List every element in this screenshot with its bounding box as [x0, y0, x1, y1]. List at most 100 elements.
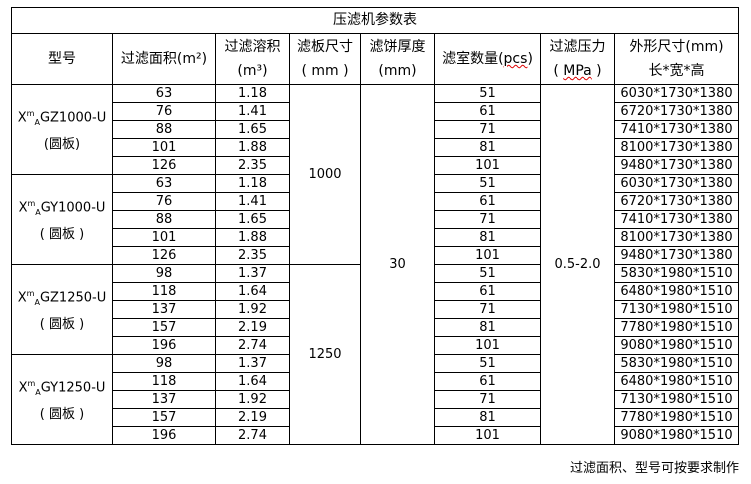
volume-cell: 2.35	[215, 156, 290, 175]
area-cell: 76	[112, 102, 216, 121]
header-pressure: 过滤压力( MPa )	[540, 33, 615, 85]
table-row: 137 1.92 71 7130*1980*1510	[12, 390, 739, 409]
chambers-cell: 101	[434, 336, 541, 355]
header-area: 过滤面积(m²)	[112, 33, 216, 85]
header-row: 型号 过滤面积(m²) 过滤溶积 (m³) 滤板尺寸( mm ) 滤饼厚度 (mm)…	[11, 33, 739, 85]
dimensions-cell: 8100*1730*1380	[614, 138, 739, 157]
volume-cell: 1.65	[215, 120, 290, 139]
volume-cell: 2.74	[215, 336, 290, 355]
header-plate-size: 滤板尺寸( mm )	[289, 33, 361, 85]
area-cell: 196	[112, 426, 216, 445]
chambers-cell: 61	[434, 102, 541, 121]
table-row: 118 1.64 61 6480*1980*1510	[12, 282, 739, 301]
header-cake-thickness: 滤饼厚度 (mm)	[360, 33, 435, 85]
model-cell: XmAGZ1000-U (圆板)	[11, 84, 113, 175]
table-row: 157 2.19 81 7780*1980*1510	[12, 408, 739, 427]
dimensions-cell: 9480*1730*1380	[614, 156, 739, 175]
chambers-cell: 81	[434, 408, 541, 427]
area-cell: 137	[112, 300, 216, 319]
pressure-cell: 0.5-2.0	[540, 84, 615, 445]
header-chambers: 滤室数量(pcs)	[434, 33, 541, 85]
area-cell: 126	[112, 156, 216, 175]
chambers-cell: 61	[434, 282, 541, 301]
chambers-cell: 101	[434, 426, 541, 445]
area-cell: 118	[112, 282, 216, 301]
table-row: 196 2.74 101 9080*1980*1510	[12, 426, 739, 445]
chambers-cell: 71	[434, 120, 541, 139]
area-cell: 126	[112, 246, 216, 265]
dimensions-cell: 5830*1980*1510	[614, 264, 739, 283]
dimensions-cell: 7130*1980*1510	[614, 390, 739, 409]
dimensions-cell: 9480*1730*1380	[614, 246, 739, 265]
area-cell: 118	[112, 372, 216, 391]
area-cell: 76	[112, 192, 216, 211]
table-row: XmAGZ1000-U (圆板) 63 1.18 1000 30 51 0.5-2.0 6030…	[11, 84, 739, 445]
dimensions-cell: 7780*1980*1510	[614, 408, 739, 427]
table-row: 88 1.65 71 7410*1730*1380	[12, 210, 739, 229]
dimensions-cell: 5830*1980*1510	[614, 354, 739, 373]
area-cell: 101	[112, 138, 216, 157]
chambers-cell: 51	[434, 264, 541, 283]
volume-cell: 1.41	[215, 102, 290, 121]
chambers-cell: 81	[434, 138, 541, 157]
chambers-cell: 71	[434, 300, 541, 319]
chambers-cell: 81	[434, 318, 541, 337]
header-volume: 过滤溶积 (m³)	[215, 33, 290, 85]
chambers-cell: 101	[434, 156, 541, 175]
chambers-cell: 51	[434, 354, 541, 373]
area-cell: 157	[112, 318, 216, 337]
area-cell: 137	[112, 390, 216, 409]
chambers-cell: 61	[434, 192, 541, 211]
chambers-cell: 61	[434, 372, 541, 391]
plate-size-cell: 1000	[289, 84, 361, 265]
table-row: 157 2.19 81 7780*1980*1510	[12, 318, 739, 337]
dimensions-cell: 6030*1730*1380	[614, 174, 739, 193]
table-row: 126 2.35 101 9480*1730*1380	[12, 246, 739, 265]
cake-thickness-cell: 30	[360, 84, 435, 445]
dimensions-cell: 7130*1980*1510	[614, 300, 739, 319]
table-row: 126 2.35 101 9480*1730*1380	[12, 156, 739, 175]
plate-size-cell: 1250	[289, 264, 361, 445]
dimensions-cell: 9080*1980*1510	[614, 426, 739, 445]
volume-cell: 1.64	[215, 282, 290, 301]
table-row: 76 1.41 61 6720*1730*1380	[12, 192, 739, 211]
area-cell: 196	[112, 336, 216, 355]
chambers-cell: 71	[434, 210, 541, 229]
volume-cell: 2.35	[215, 246, 290, 265]
area-cell: 157	[112, 408, 216, 427]
volume-cell: 1.18	[215, 174, 290, 193]
volume-cell: 1.88	[215, 138, 290, 157]
header-dimensions: 外形尺寸(mm) 长*宽*高	[614, 33, 739, 85]
volume-cell: 2.74	[215, 426, 290, 445]
dimensions-cell: 6030*1730*1380	[614, 84, 739, 103]
volume-cell: 1.88	[215, 228, 290, 247]
volume-cell: 1.92	[215, 300, 290, 319]
area-cell: 63	[112, 84, 216, 103]
dimensions-cell: 8100*1730*1380	[614, 228, 739, 247]
area-cell: 98	[112, 354, 216, 373]
footnote: 过滤面积、型号可按要求制作	[569, 461, 739, 476]
volume-cell: 1.37	[215, 264, 290, 283]
dimensions-cell: 6480*1980*1510	[614, 282, 739, 301]
model-cell: XmAGZ1250-U( 圆板 )	[11, 264, 113, 355]
chambers-cell: 71	[434, 390, 541, 409]
dimensions-cell: 7410*1730*1380	[614, 210, 739, 229]
volume-cell: 1.18	[215, 84, 290, 103]
table-row: 101 1.88 81 8100*1730*1380	[12, 138, 739, 157]
chambers-cell: 101	[434, 246, 541, 265]
model-cell: XmAGY1000-U( 圆板 )	[11, 174, 113, 265]
table-title: 压滤机参数表	[11, 7, 739, 34]
volume-cell: 1.41	[215, 192, 290, 211]
area-cell: 98	[112, 264, 216, 283]
parameter-table: 压滤机参数表 型号 过滤面积(m²) 过滤溶积 (m³) 滤板尺寸( mm ) 滤…	[11, 7, 739, 445]
header-model: 型号	[11, 33, 113, 85]
dimensions-cell: 6720*1730*1380	[614, 102, 739, 121]
dimensions-cell: 9080*1980*1510	[614, 336, 739, 355]
chambers-cell: 51	[434, 174, 541, 193]
volume-cell: 2.19	[215, 318, 290, 337]
volume-cell: 1.64	[215, 372, 290, 391]
dimensions-cell: 7780*1980*1510	[614, 318, 739, 337]
volume-cell: 1.92	[215, 390, 290, 409]
chambers-cell: 51	[434, 84, 541, 103]
dimensions-cell: 6720*1730*1380	[614, 192, 739, 211]
